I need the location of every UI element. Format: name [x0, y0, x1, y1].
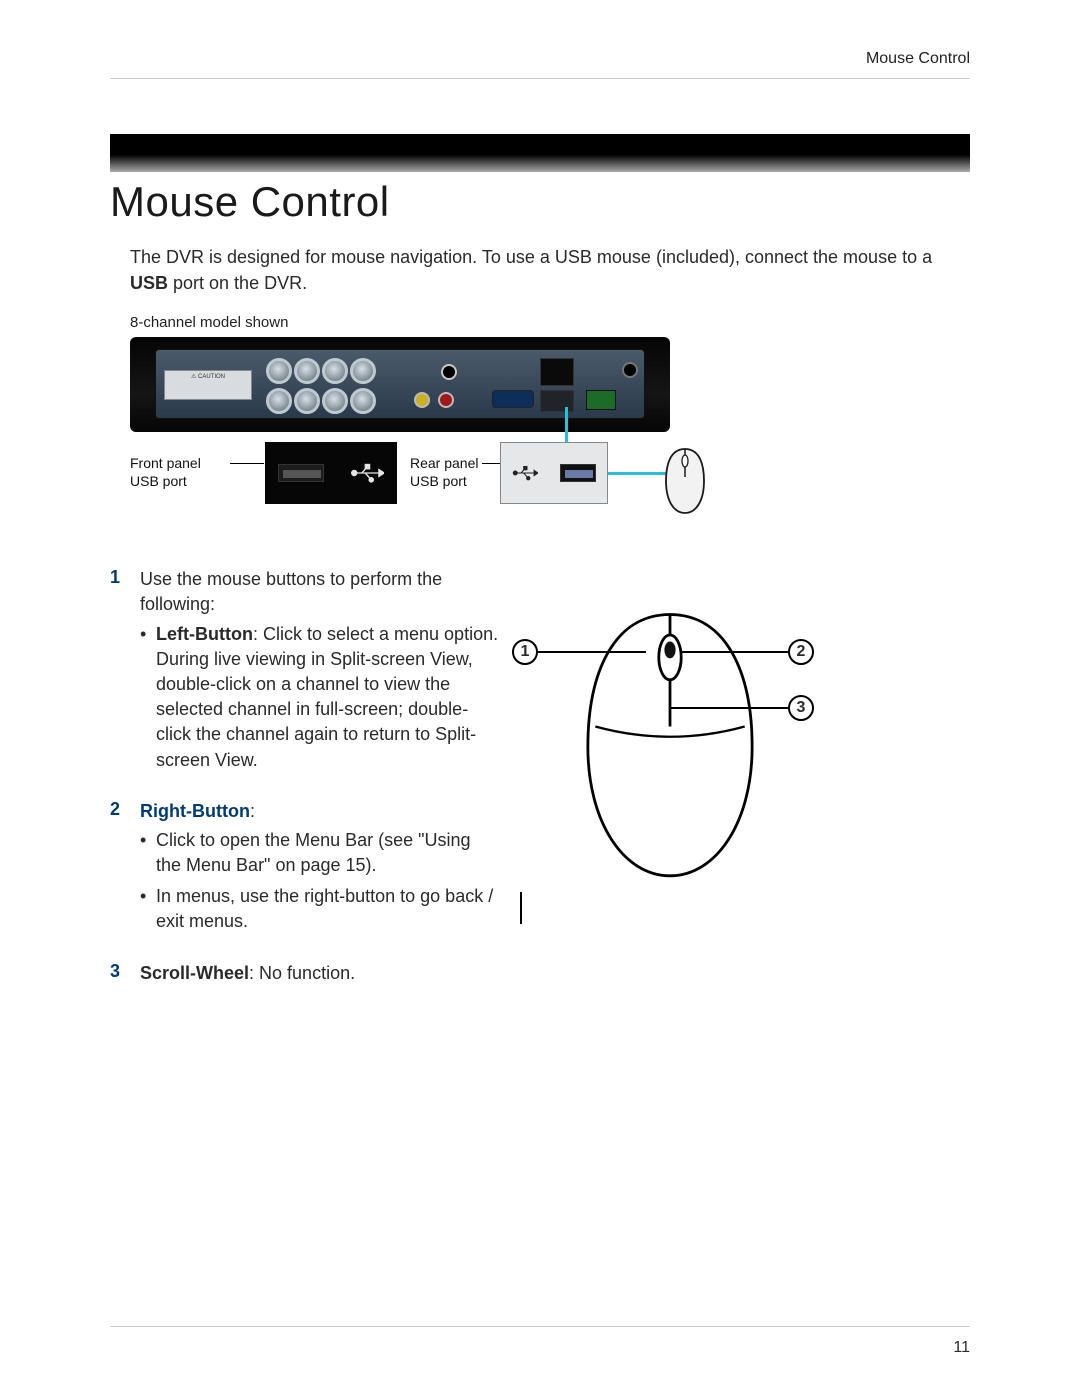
rear-panel-usb-inset	[500, 442, 608, 504]
dvr-rear-plate: ⚠ CAUTION	[155, 349, 645, 419]
list-number: 2	[110, 799, 126, 941]
rear-usb-label: Rear panel USB port	[410, 455, 500, 490]
left-button-text: : Click to select a menu option. During …	[156, 624, 498, 770]
callout-line-1	[538, 651, 646, 653]
mouse-callout-diagram: 1 2 3	[520, 567, 970, 1006]
connection-line-vertical	[565, 407, 568, 447]
callout-1: 1	[512, 639, 538, 665]
left-button-label: Left-Button	[156, 624, 253, 644]
front-panel-usb-inset	[265, 442, 397, 504]
leader-line-rear	[482, 463, 500, 464]
rear-usb-slot	[560, 464, 596, 482]
intro-paragraph: The DVR is designed for mouse navigation…	[130, 244, 970, 296]
page-title: Mouse Control	[110, 178, 970, 226]
front-usb-slot	[278, 464, 324, 482]
callout-3: 3	[788, 695, 814, 721]
front-usb-label: Front panel USB port	[130, 455, 240, 490]
bnc-row-top	[266, 358, 378, 389]
audio-in-jack	[441, 364, 457, 380]
leader-line-front	[230, 463, 264, 464]
connection-line-horizontal	[608, 472, 666, 475]
dvr-connection-diagram: ⚠ CAUTION	[130, 337, 970, 537]
callout-line-2	[680, 651, 790, 653]
video-out-rca	[414, 392, 430, 408]
mouse-small-icon	[660, 447, 710, 517]
terminal-block	[586, 390, 616, 410]
lan-port	[540, 358, 574, 386]
bnc-row-bottom	[266, 388, 378, 419]
front-usb-label-l1: Front panel	[130, 455, 201, 471]
page-number: 11	[953, 1339, 970, 1356]
list-number: 3	[110, 961, 126, 986]
figure-caption: 8-channel model shown	[130, 314, 970, 331]
usb-icon	[512, 463, 538, 483]
warning-label: ⚠ CAUTION	[164, 370, 252, 400]
list-item-2: 2 Right-Button: Click to open the Menu B…	[110, 799, 500, 941]
right-button-colon: :	[250, 801, 255, 821]
rear-usb-port-on-dvr	[540, 390, 574, 412]
audio-out-rca	[438, 392, 454, 408]
title-bar	[110, 134, 970, 172]
page-footer: 11	[110, 1326, 970, 1357]
right-button-head: Right-Button	[140, 801, 250, 821]
item1-lead: Use the mouse buttons to perform the fol…	[140, 569, 442, 614]
rear-usb-label-l2: USB port	[410, 473, 467, 489]
dvr-chassis: ⚠ CAUTION	[130, 337, 670, 432]
item2-bullet-2: In menus, use the right-button to go bac…	[140, 884, 500, 934]
item1-bullet: Left-Button: Click to select a menu opti…	[140, 622, 500, 773]
scroll-wheel-text: : No function.	[249, 963, 355, 983]
callout-line-3b	[670, 707, 790, 709]
usb-icon	[350, 459, 384, 487]
callout-2: 2	[788, 639, 814, 665]
list-number: 1	[110, 567, 126, 779]
item2-bullet-1: Click to open the Menu Bar (see "Using t…	[140, 828, 500, 878]
intro-bold-usb: USB	[130, 273, 168, 293]
rear-usb-label-l1: Rear panel	[410, 455, 479, 471]
running-header: Mouse Control	[110, 50, 970, 79]
vga-port	[492, 390, 534, 408]
list-item-3: 3 Scroll-Wheel: No function.	[110, 961, 500, 986]
front-usb-label-l2: USB port	[130, 473, 187, 489]
callout-line-3a	[520, 892, 522, 924]
list-item-1: 1 Use the mouse buttons to perform the f…	[110, 567, 500, 779]
power-jack	[622, 362, 638, 378]
scroll-wheel-label: Scroll-Wheel	[140, 963, 249, 983]
intro-post: port on the DVR.	[168, 273, 307, 293]
intro-pre: The DVR is designed for mouse navigation…	[130, 247, 932, 267]
